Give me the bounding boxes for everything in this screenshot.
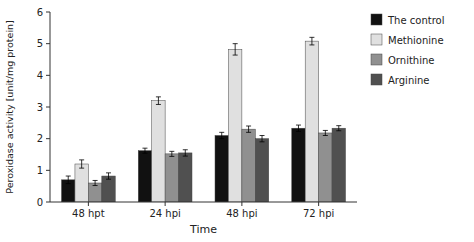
legend-label: Methionine [388,35,444,46]
error-bar [183,150,188,156]
y-tick [46,75,50,76]
x-tick [241,202,242,206]
y-tick-label: 3 [37,102,43,113]
y-tick [46,43,50,44]
y-tick-label: 0 [37,197,43,208]
y-tick-label: 4 [37,70,43,81]
error-bar [142,148,147,153]
legend-swatch [371,54,382,65]
error-bar [260,136,265,142]
y-tick-label: 6 [37,7,43,18]
bar [165,154,178,202]
bar [138,151,151,202]
error-bar [169,151,174,156]
error-bar [336,126,341,131]
x-tick-label: 48 hpi [226,208,257,219]
bars [62,37,346,202]
bar [292,128,305,202]
error-bar [219,132,224,138]
bar [242,129,255,202]
y-tick-label: 2 [37,133,43,144]
bar [305,41,318,202]
y-tick-label: 1 [37,165,43,176]
error-bar [233,44,238,55]
y-tick [46,107,50,108]
y-tick [46,202,50,203]
y-axis-label: Peroxidase activity [unit/mg protein] [4,20,15,194]
x-axis-label: Time [189,223,217,236]
bar [102,176,115,202]
bar [228,49,241,202]
legend-swatch [371,14,382,25]
bar [319,133,332,202]
x-tick-label: 72 hpi [303,208,334,219]
x-tick-label: 24 hpi [149,208,180,219]
x-tick [165,202,166,206]
bar [179,153,192,202]
error-bar [106,173,111,179]
legend-label: Arginine [388,75,430,86]
y-tick-label: 5 [37,38,43,49]
axes: 0 1 2 3 4 5 6 48 hpt 24 hpi 48 hpi 72 hpi [37,7,357,220]
bar [152,101,165,202]
legend-swatch [371,74,382,85]
chart: 0 1 2 3 4 5 6 48 hpt 24 hpi 48 hpi 72 hpi Time Perox… [0,0,474,242]
bar [215,136,228,203]
legend: The control Methionine Ornithine Arginine [371,14,444,86]
y-tick [46,12,50,13]
legend-swatch [371,34,382,45]
bar [75,164,88,202]
error-bar [246,126,251,132]
x-tick-label: 48 hpt [72,208,105,219]
bar [332,128,345,202]
bar [255,139,268,202]
x-tick [88,202,89,206]
x-tick [318,202,319,206]
error-bar [66,176,71,184]
error-bar [296,125,301,131]
x-axis-line [50,202,357,203]
legend-label: The control [387,15,444,26]
error-bar [323,130,328,135]
error-bar [309,37,314,45]
y-tick [46,170,50,171]
error-bar [79,160,84,168]
error-bar [93,180,98,185]
error-bar [156,97,161,105]
legend-label: Ornithine [388,55,434,66]
y-tick [46,138,50,139]
